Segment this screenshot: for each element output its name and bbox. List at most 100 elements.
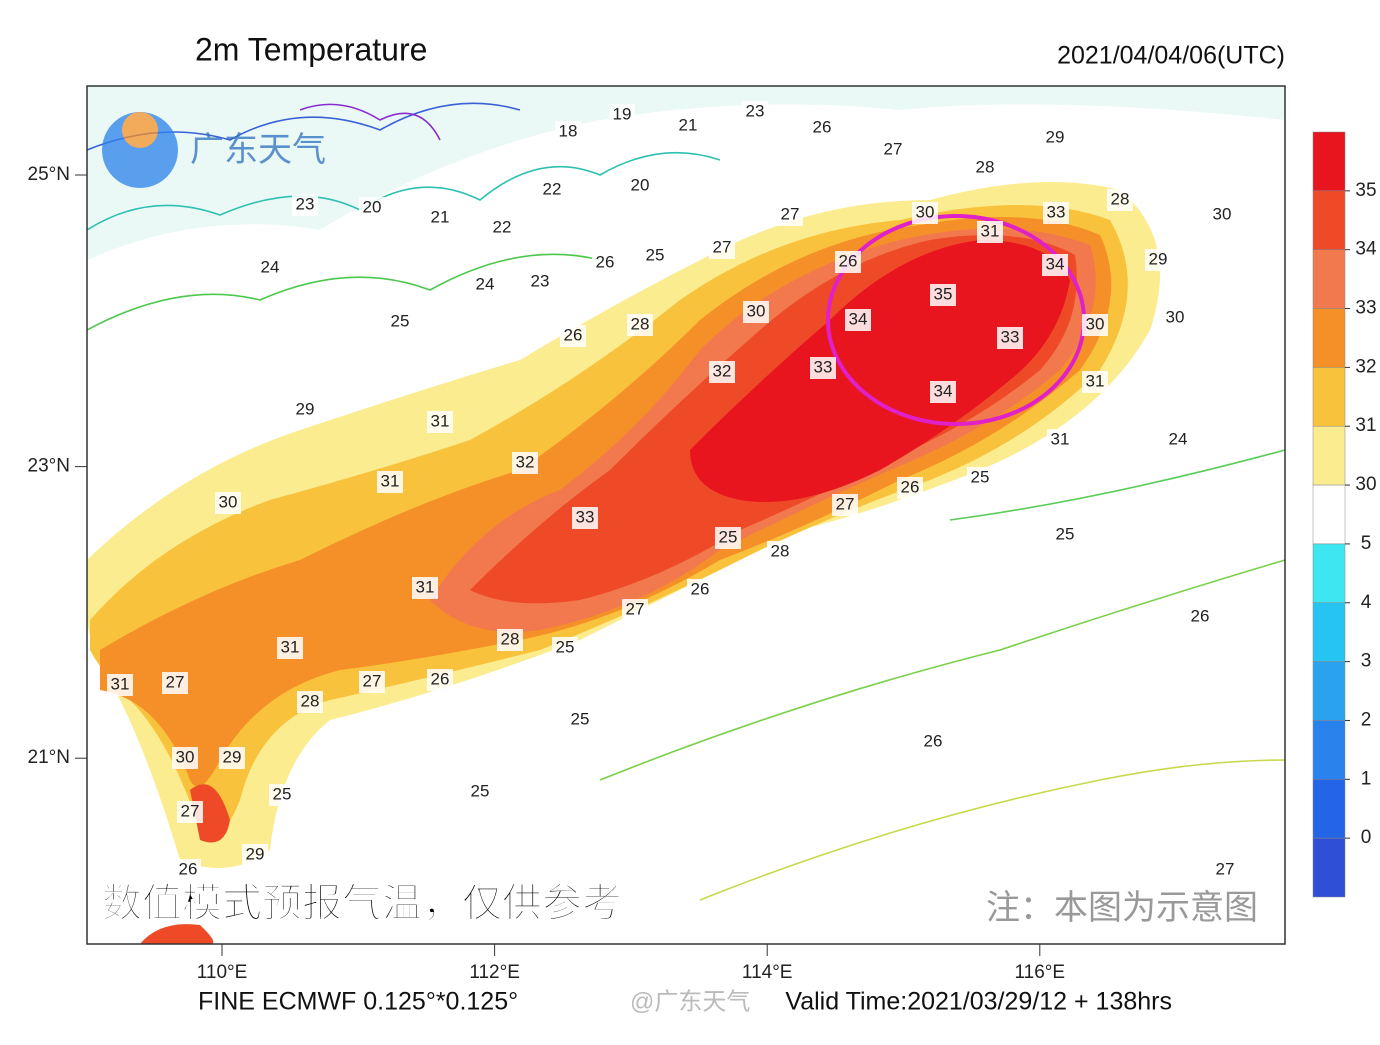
contour-label-bg — [627, 175, 653, 197]
contour-label-bg — [835, 251, 861, 273]
contour-label-bg — [845, 309, 871, 331]
contour-label-bg — [967, 467, 993, 489]
contour-label: 25 — [471, 781, 490, 800]
contour-label: 34 — [934, 381, 953, 400]
contour-label-bg — [497, 629, 523, 651]
contour-label: 27 — [1216, 859, 1235, 878]
colorbar-swatch — [1312, 837, 1346, 898]
colorbar-swatch — [1312, 484, 1346, 545]
contour-label-bg — [709, 361, 735, 383]
contour-label-bg — [175, 859, 201, 881]
lon-label: 110°E — [197, 962, 248, 983]
contour-label: 25 — [1056, 524, 1075, 543]
contour-label-bg — [1042, 127, 1068, 149]
contour-label-bg — [219, 747, 245, 769]
colorbar-swatch — [1312, 602, 1346, 662]
contour-label: 22 — [493, 217, 512, 236]
contour-label: 27 — [363, 671, 382, 690]
contour-label-bg — [767, 541, 793, 563]
contour-label: 33 — [1001, 327, 1020, 346]
contour-label-bg — [742, 101, 768, 123]
contour-label: 33 — [1047, 202, 1066, 221]
contour-label-bg — [427, 669, 453, 691]
contour-label: 26 — [813, 117, 832, 136]
contour-label-bg — [715, 527, 741, 549]
contour-label: 25 — [273, 784, 292, 803]
contour-labels: 23 20 21 22 22 18 19 21 23 26 27 28 29 20 25 27 27 26 23 24… — [107, 101, 1238, 881]
contour-label-bg — [777, 204, 803, 226]
logo: 广东天气 — [102, 112, 326, 188]
colorbar-label: 3 — [1361, 651, 1372, 672]
logo-text: 广东天气 — [190, 131, 326, 169]
contour-label: 21 — [431, 207, 450, 226]
colorbar-label: 32 — [1355, 356, 1376, 377]
colorbar-swatch — [1312, 779, 1346, 839]
contour-label: 28 — [1111, 189, 1130, 208]
contour-label: 25 — [719, 527, 738, 546]
contour-label-bg — [675, 115, 701, 137]
contour-label-bg — [277, 637, 303, 659]
contour-label: 25 — [556, 637, 575, 656]
lon-label: 112°E — [469, 962, 520, 983]
contour-label: 24 — [1169, 429, 1188, 448]
contour-label: 35 — [934, 284, 953, 303]
contour-label: 27 — [713, 237, 732, 256]
contour-label-bg — [527, 271, 553, 293]
contour-label: 30 — [1086, 314, 1105, 333]
contour-label-bg — [162, 672, 188, 694]
contour-label: 26 — [924, 731, 943, 750]
contour-label-bg — [743, 301, 769, 323]
map-frame — [86, 85, 1286, 945]
contour-label-bg — [472, 274, 498, 296]
contour-label-bg — [257, 257, 283, 279]
contour-label-bg — [1145, 249, 1171, 271]
contour-label: 26 — [839, 251, 858, 270]
contour-label-bg — [1043, 202, 1069, 224]
contour-label: 27 — [781, 204, 800, 223]
contour-label-bg — [1052, 524, 1078, 546]
contour-label: 31 — [1051, 429, 1070, 448]
contour-label-bg — [172, 747, 198, 769]
colorbar-label: 30 — [1355, 474, 1376, 495]
contour-label-bg — [809, 117, 835, 139]
contour-label: 26 — [1191, 606, 1210, 625]
contour-label: 34 — [849, 309, 868, 328]
lat-label: 25°N — [28, 164, 70, 185]
contour-label-bg — [489, 217, 515, 239]
contour-label: 29 — [296, 399, 315, 418]
contour-label: 30 — [1166, 307, 1185, 326]
colorbar-swatch — [1312, 425, 1346, 486]
caption: 数值模式预报气温，仅供参考 — [102, 882, 622, 926]
note: 注：本图为示意图 — [986, 889, 1258, 927]
contour-label-bg — [1162, 307, 1188, 329]
contour-label: 26 — [691, 579, 710, 598]
contour-label-bg — [359, 671, 385, 693]
colorbar-label: 0 — [1361, 827, 1372, 848]
contour-label-bg — [880, 139, 906, 161]
contour-label-bg — [930, 381, 956, 403]
contour-label: 18 — [559, 121, 578, 140]
contour-label: 22 — [543, 179, 562, 198]
contour-label: 28 — [501, 629, 520, 648]
colorbar-swatch — [1312, 249, 1346, 309]
contour-label: 27 — [181, 801, 200, 820]
colorbar-label: 1 — [1361, 768, 1372, 789]
model-info: FINE ECMWF 0.125°*0.125° — [198, 988, 518, 1016]
contour-label: 30 — [747, 301, 766, 320]
contour-label-bg — [972, 157, 998, 179]
contour-label: 30 — [219, 492, 238, 511]
contour-label-bg — [177, 801, 203, 823]
contour-label-bg — [242, 844, 268, 866]
valid-time-footer: Valid Time:2021/03/29/12 + 138hrs — [785, 988, 1172, 1016]
contour-label: 25 — [971, 467, 990, 486]
colorbar-swatch — [1312, 543, 1346, 604]
colorbar-swatch — [1312, 367, 1346, 427]
contour-label-bg — [467, 781, 493, 803]
contour-label: 20 — [631, 175, 650, 194]
lat-label: 23°N — [28, 456, 70, 477]
colorbar-swatch — [1312, 131, 1346, 192]
colorbar-swatch — [1312, 308, 1346, 368]
contour-label-bg — [297, 691, 323, 713]
contour-label: 26 — [179, 859, 198, 878]
